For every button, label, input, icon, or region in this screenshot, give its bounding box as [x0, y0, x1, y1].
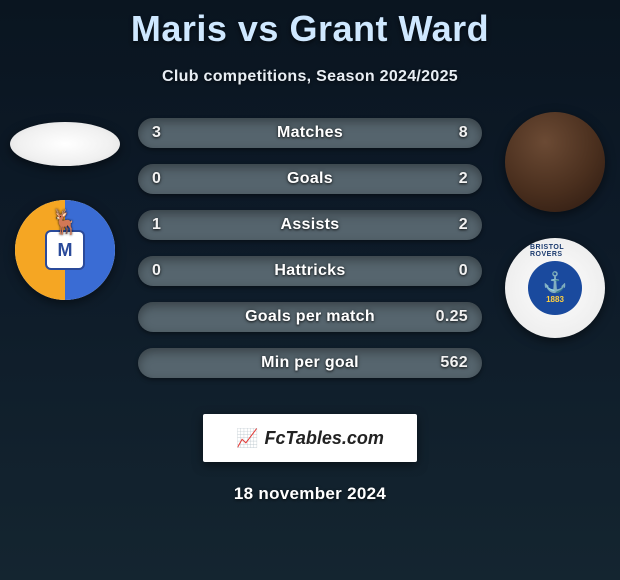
stat-right-value: 2 [459, 170, 468, 188]
stat-right-value: 562 [440, 354, 468, 372]
stat-left-value: 3 [152, 124, 161, 142]
stat-left-value: 0 [152, 262, 161, 280]
right-club-year: 1883 [546, 295, 564, 304]
stat-right-value: 0 [459, 262, 468, 280]
stat-left-value: 0 [152, 170, 161, 188]
page-title: Maris vs Grant Ward [0, 0, 620, 50]
deer-icon: 🦌 [50, 208, 80, 237]
stat-row-min-per-goal: Min per goal 562 [138, 348, 482, 378]
subtitle: Club competitions, Season 2024/2025 [0, 68, 620, 86]
comparison-panel: 🦌 M BRISTOL ROVERS ⚓ 1883 3 Matches 8 0 … [0, 122, 620, 392]
stat-row-goals-per-match: Goals per match 0.25 [138, 302, 482, 332]
stat-row-hattricks: 0 Hattricks 0 [138, 256, 482, 286]
left-club-badge: 🦌 M [15, 200, 115, 300]
right-player-photo [505, 112, 605, 212]
stat-right-value: 2 [459, 216, 468, 234]
left-player-column: 🦌 M [0, 122, 130, 300]
chart-icon: 📈 [236, 428, 258, 449]
stat-row-assists: 1 Assists 2 [138, 210, 482, 240]
brand-badge[interactable]: 📈 FcTables.com [203, 414, 417, 462]
stat-row-goals: 0 Goals 2 [138, 164, 482, 194]
stat-label: Assists [280, 216, 339, 234]
left-club-letter: M [47, 232, 83, 268]
right-club-badge: BRISTOL ROVERS ⚓ 1883 [505, 238, 605, 338]
stat-row-matches: 3 Matches 8 [138, 118, 482, 148]
stat-label: Goals per match [245, 308, 375, 326]
stat-label: Goals [287, 170, 333, 188]
stat-label: Hattricks [274, 262, 345, 280]
stat-right-value: 8 [459, 124, 468, 142]
right-club-ring-text: BRISTOL ROVERS [530, 244, 580, 258]
right-player-column: BRISTOL ROVERS ⚓ 1883 [490, 122, 620, 338]
pirate-icon: ⚓ [543, 273, 568, 293]
stats-bars: 3 Matches 8 0 Goals 2 1 Assists 2 0 Hatt… [138, 118, 482, 394]
stat-label: Min per goal [261, 354, 359, 372]
brand-text: FcTables.com [265, 428, 384, 449]
left-player-photo [10, 122, 120, 166]
stat-right-value: 0.25 [436, 308, 468, 326]
stat-left-value: 1 [152, 216, 161, 234]
date-label: 18 november 2024 [0, 484, 620, 504]
stat-label: Matches [277, 124, 343, 142]
